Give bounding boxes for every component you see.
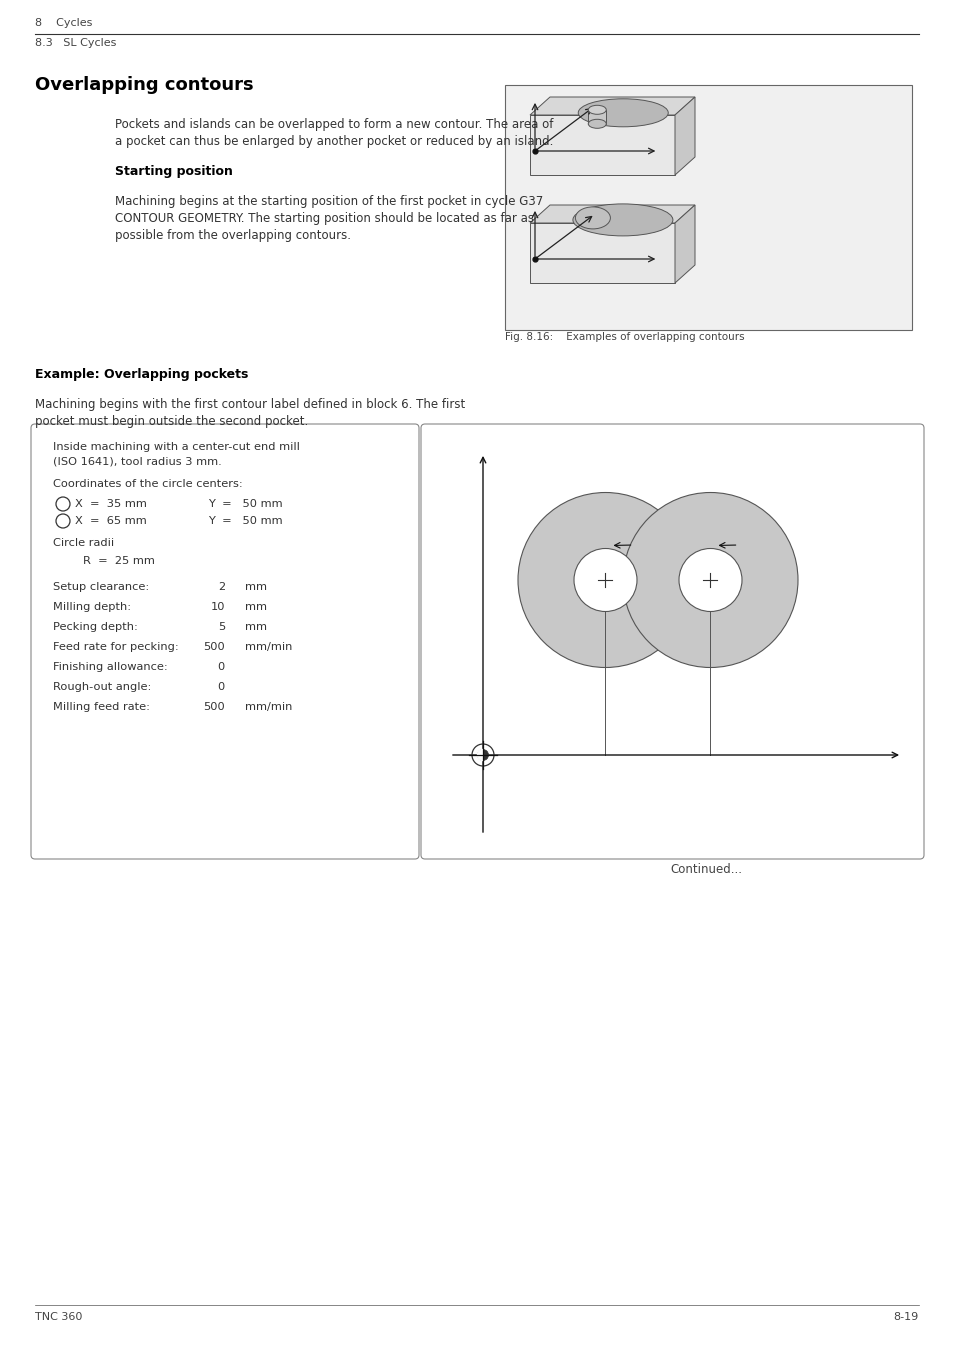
Text: Pecking depth:: Pecking depth:: [53, 621, 138, 632]
Text: Y  =   50 mm: Y = 50 mm: [208, 516, 282, 526]
Polygon shape: [530, 115, 675, 176]
Text: 8    Cycles: 8 Cycles: [35, 18, 92, 28]
Text: Milling depth:: Milling depth:: [53, 603, 131, 612]
FancyBboxPatch shape: [30, 424, 418, 859]
Bar: [504, 85, 911, 330]
Polygon shape: [530, 97, 695, 115]
Text: 8-19: 8-19: [893, 1312, 918, 1323]
Polygon shape: [477, 750, 482, 761]
FancyBboxPatch shape: [420, 424, 923, 859]
Text: Feed rate for pecking:: Feed rate for pecking:: [53, 642, 178, 653]
Text: X  =  35 mm: X = 35 mm: [75, 499, 147, 509]
Text: mm/min: mm/min: [245, 642, 292, 653]
Text: 0: 0: [217, 682, 225, 692]
Text: Pockets and islands can be overlapped to form a new contour. The area of
a pocke: Pockets and islands can be overlapped to…: [115, 118, 553, 149]
Text: Circle radii: Circle radii: [53, 538, 114, 549]
Text: Machining begins with the first contour label defined in block 6. The first
pock: Machining begins with the first contour …: [35, 399, 465, 428]
Text: Finishing allowance:: Finishing allowance:: [53, 662, 168, 671]
Ellipse shape: [573, 204, 672, 236]
Text: 500: 500: [203, 703, 225, 712]
Ellipse shape: [575, 207, 610, 228]
Circle shape: [477, 750, 488, 761]
Text: 2: 2: [217, 582, 225, 592]
Circle shape: [622, 493, 797, 667]
Ellipse shape: [588, 105, 605, 115]
Circle shape: [574, 549, 637, 612]
Text: TNC 360: TNC 360: [35, 1312, 82, 1323]
Text: Overlapping contours: Overlapping contours: [35, 76, 253, 95]
Text: 500: 500: [203, 642, 225, 653]
Text: mm: mm: [245, 621, 267, 632]
Text: X  =  65 mm: X = 65 mm: [75, 516, 147, 526]
Circle shape: [517, 493, 692, 667]
Text: mm/min: mm/min: [245, 703, 292, 712]
Text: Example: Overlapping pockets: Example: Overlapping pockets: [35, 367, 248, 381]
Polygon shape: [530, 223, 675, 282]
Text: (ISO 1641), tool radius 3 mm.: (ISO 1641), tool radius 3 mm.: [53, 457, 221, 467]
Text: mm: mm: [245, 603, 267, 612]
Circle shape: [679, 549, 741, 612]
Text: 5: 5: [217, 621, 225, 632]
Text: Milling feed rate:: Milling feed rate:: [53, 703, 150, 712]
Ellipse shape: [578, 99, 667, 127]
Text: 10: 10: [211, 603, 225, 612]
Text: 8.3   SL Cycles: 8.3 SL Cycles: [35, 38, 116, 49]
Polygon shape: [530, 205, 695, 223]
Text: Fig. 8.16:    Examples of overlapping contours: Fig. 8.16: Examples of overlapping conto…: [504, 332, 744, 342]
Text: R  =  25 mm: R = 25 mm: [83, 557, 154, 566]
Polygon shape: [588, 109, 605, 124]
Polygon shape: [675, 97, 695, 176]
Text: Continued...: Continued...: [669, 863, 741, 875]
Polygon shape: [675, 205, 695, 282]
Text: mm: mm: [245, 582, 267, 592]
Text: Setup clearance:: Setup clearance:: [53, 582, 149, 592]
Text: Coordinates of the circle centers:: Coordinates of the circle centers:: [53, 480, 242, 489]
Text: Machining begins at the starting position of the first pocket in cycle G37
CONTO: Machining begins at the starting positio…: [115, 195, 542, 242]
Text: Rough-out angle:: Rough-out angle:: [53, 682, 152, 692]
Text: Starting position: Starting position: [115, 165, 233, 178]
Text: Inside machining with a center-cut end mill: Inside machining with a center-cut end m…: [53, 442, 299, 453]
Text: 0: 0: [217, 662, 225, 671]
Text: Y  =   50 mm: Y = 50 mm: [208, 499, 282, 509]
Ellipse shape: [588, 119, 605, 128]
